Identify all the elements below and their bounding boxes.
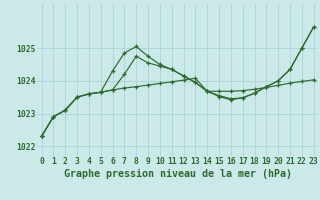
X-axis label: Graphe pression niveau de la mer (hPa): Graphe pression niveau de la mer (hPa) [64,169,292,179]
